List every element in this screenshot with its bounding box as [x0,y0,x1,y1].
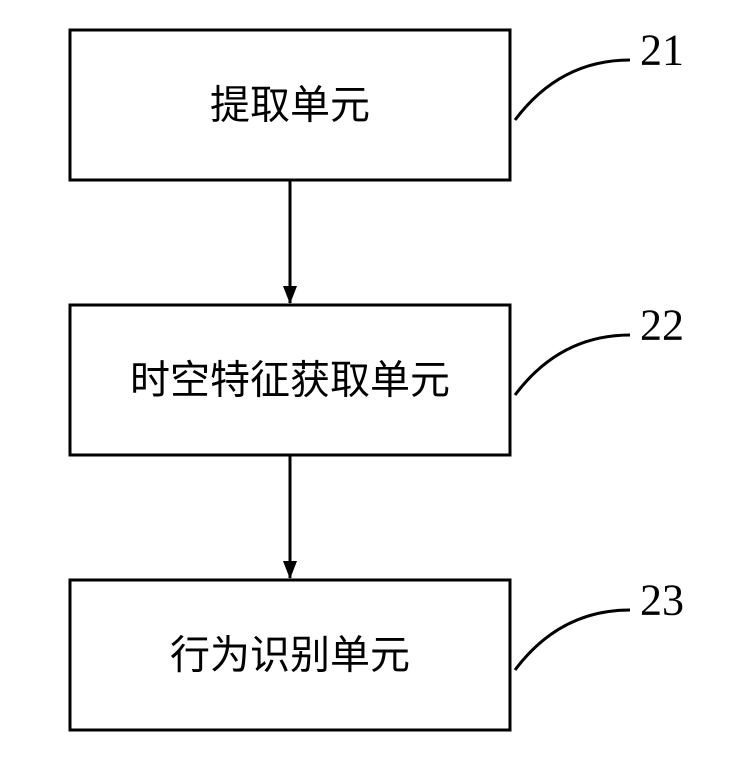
ref-number: 22 [640,301,684,350]
leader-line [515,60,630,120]
leader-line [515,335,630,395]
nodes-layer: 提取单元时空特征获取单元行为识别单元 [70,30,510,730]
flowchart-canvas: 提取单元时空特征获取单元行为识别单元 21 22 23 [0,0,734,783]
flow-node: 提取单元 [70,30,510,180]
flow-node: 时空特征获取单元 [70,305,510,455]
leaders-layer [515,60,630,670]
flow-node-label: 行为识别单元 [170,633,410,678]
ref-number: 23 [640,576,684,625]
flow-node: 行为识别单元 [70,580,510,730]
ref-number: 21 [640,26,684,75]
flow-node-label: 时空特征获取单元 [130,358,450,403]
leader-line [515,610,630,670]
flow-node-label: 提取单元 [210,83,370,128]
ref-labels-layer: 21 22 23 [640,26,684,625]
